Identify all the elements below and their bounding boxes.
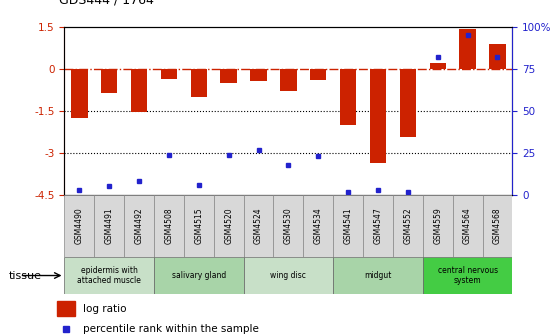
Bar — [244, 257, 333, 294]
Text: wing disc: wing disc — [270, 271, 306, 280]
Text: salivary gland: salivary gland — [172, 271, 226, 280]
Bar — [273, 195, 304, 257]
Text: epidermis with
attached muscle: epidermis with attached muscle — [77, 266, 141, 285]
Text: log ratio: log ratio — [83, 304, 127, 313]
Text: GSM4559: GSM4559 — [433, 208, 442, 244]
Bar — [310, 69, 326, 80]
Text: GSM4534: GSM4534 — [314, 208, 323, 244]
Bar — [370, 69, 386, 163]
Text: tissue: tissue — [8, 270, 41, 281]
Bar — [280, 69, 297, 91]
Text: GSM4491: GSM4491 — [105, 208, 114, 244]
Text: GSM4552: GSM4552 — [403, 208, 412, 244]
Bar — [333, 195, 363, 257]
Bar — [430, 63, 446, 69]
Text: GSM4530: GSM4530 — [284, 208, 293, 244]
Bar — [71, 69, 87, 118]
Bar — [459, 29, 476, 69]
Text: GSM4541: GSM4541 — [344, 208, 353, 244]
Text: GSM4490: GSM4490 — [75, 208, 84, 244]
Text: central nervous
system: central nervous system — [437, 266, 498, 285]
Bar — [221, 69, 237, 83]
Bar — [489, 44, 506, 69]
Bar — [64, 195, 94, 257]
Text: GSM4564: GSM4564 — [463, 208, 472, 244]
Text: GSM4568: GSM4568 — [493, 208, 502, 244]
Bar — [154, 195, 184, 257]
Bar — [393, 195, 423, 257]
Text: GSM4524: GSM4524 — [254, 208, 263, 244]
Bar — [184, 195, 214, 257]
Text: GSM4492: GSM4492 — [134, 208, 143, 244]
Bar — [400, 69, 416, 137]
Bar — [124, 195, 154, 257]
Bar — [190, 69, 207, 97]
Bar — [161, 69, 177, 79]
Bar — [154, 257, 244, 294]
Bar — [333, 257, 423, 294]
Bar — [250, 69, 267, 82]
Bar — [244, 195, 273, 257]
Bar — [94, 195, 124, 257]
Text: GSM4520: GSM4520 — [224, 208, 233, 244]
Text: GSM4508: GSM4508 — [165, 208, 174, 244]
Text: midgut: midgut — [365, 271, 391, 280]
Bar — [423, 195, 452, 257]
Bar — [452, 195, 483, 257]
Bar — [423, 257, 512, 294]
Bar — [131, 69, 147, 112]
Bar — [304, 195, 333, 257]
Bar — [483, 195, 512, 257]
Bar — [363, 195, 393, 257]
Text: GDS444 / 1764: GDS444 / 1764 — [59, 0, 153, 7]
Bar — [57, 301, 75, 316]
Text: GSM4547: GSM4547 — [374, 208, 382, 244]
Bar — [214, 195, 244, 257]
Text: GSM4515: GSM4515 — [194, 208, 203, 244]
Bar — [101, 69, 118, 93]
Text: percentile rank within the sample: percentile rank within the sample — [83, 324, 259, 334]
Bar — [64, 257, 154, 294]
Bar — [340, 69, 356, 125]
